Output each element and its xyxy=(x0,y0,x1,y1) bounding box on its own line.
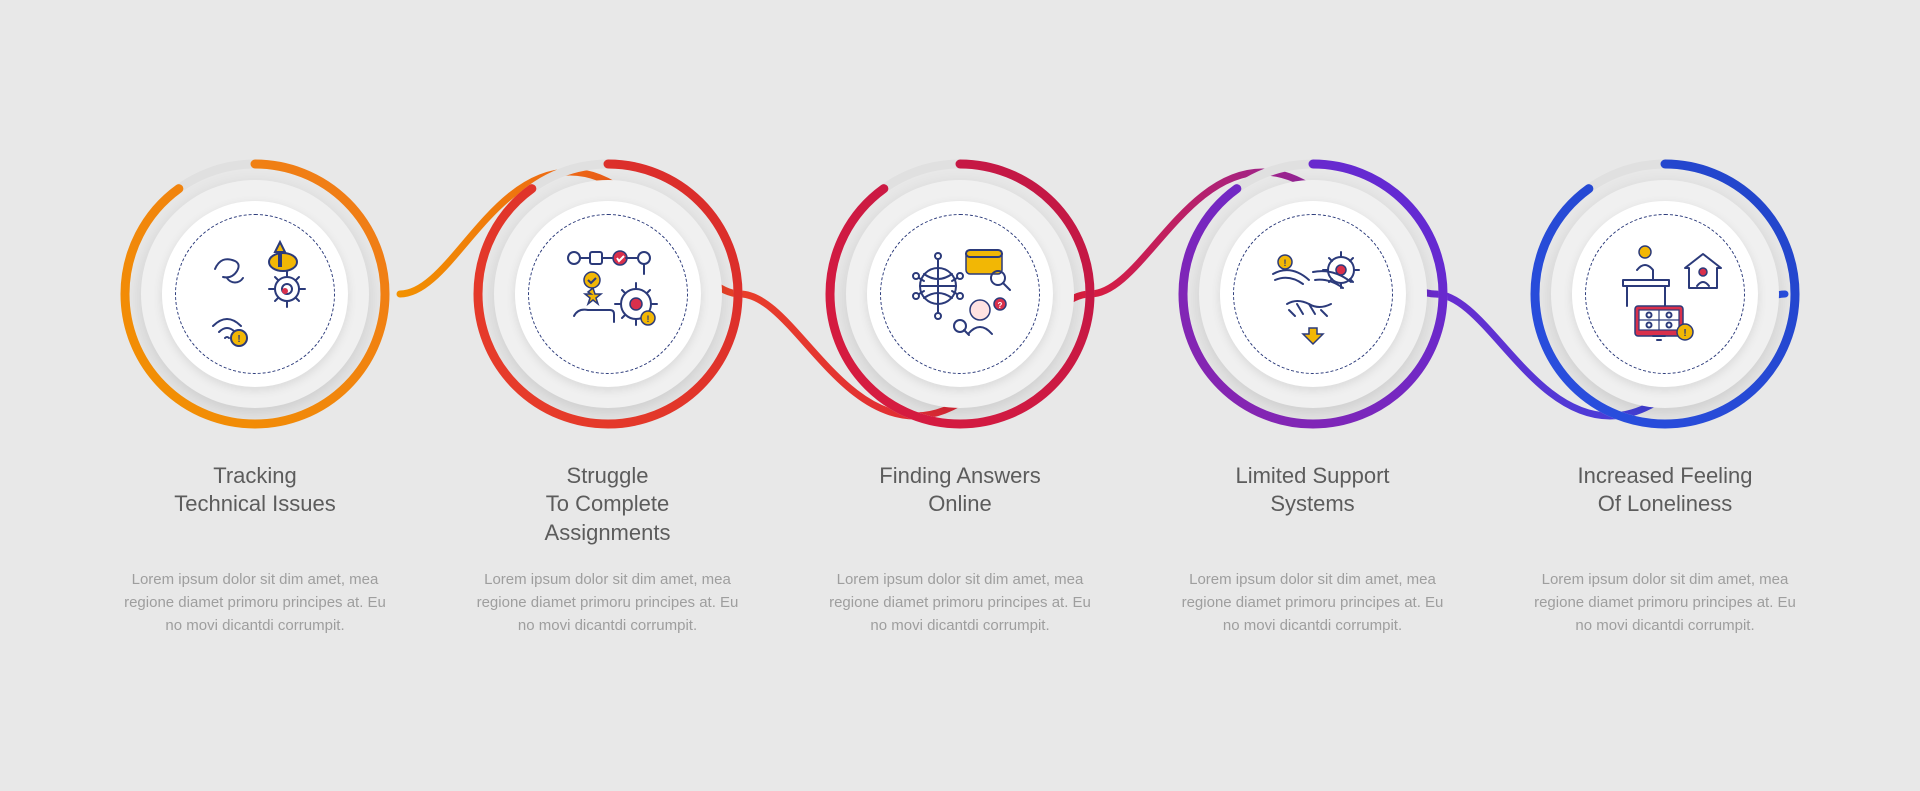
step-circle: ? xyxy=(820,154,1100,434)
step-5: ! Increased FeelingOf Loneliness Lorem i… xyxy=(1510,154,1820,638)
dashed-ring xyxy=(1233,214,1393,374)
step-title: Increased FeelingOf Loneliness xyxy=(1578,462,1753,552)
step-desc: Lorem ipsum dolor sit dim amet, mea regi… xyxy=(115,568,395,638)
disc-inner: ! xyxy=(1572,201,1758,387)
step-1: ! TrackingTechnical Issues Lorem ipsum d… xyxy=(100,154,410,638)
dashed-ring xyxy=(528,214,688,374)
step-circle: ! xyxy=(1525,154,1805,434)
disc-inner: ? xyxy=(867,201,1053,387)
step-4: ! Limited SupportSystems Lorem ipsum dol… xyxy=(1158,154,1468,638)
infographic-container: ! TrackingTechnical Issues Lorem ipsum d… xyxy=(100,134,1820,658)
steps-row: ! TrackingTechnical Issues Lorem ipsum d… xyxy=(100,154,1820,638)
disc-inner: ! xyxy=(515,201,701,387)
step-2: ! StruggleTo CompleteAssignments Lorem i… xyxy=(453,154,763,638)
step-circle: ! xyxy=(468,154,748,434)
step-circle: ! xyxy=(1173,154,1453,434)
dashed-ring xyxy=(1585,214,1745,374)
step-desc: Lorem ipsum dolor sit dim amet, mea regi… xyxy=(820,568,1100,638)
disc-inner: ! xyxy=(1220,201,1406,387)
step-title: TrackingTechnical Issues xyxy=(174,462,335,552)
step-title: Limited SupportSystems xyxy=(1235,462,1389,552)
step-circle: ! xyxy=(115,154,395,434)
disc-inner: ! xyxy=(162,201,348,387)
dashed-ring xyxy=(175,214,335,374)
step-desc: Lorem ipsum dolor sit dim amet, mea regi… xyxy=(1173,568,1453,638)
step-desc: Lorem ipsum dolor sit dim amet, mea regi… xyxy=(468,568,748,638)
step-title: Finding AnswersOnline xyxy=(879,462,1040,552)
step-desc: Lorem ipsum dolor sit dim amet, mea regi… xyxy=(1525,568,1805,638)
dashed-ring xyxy=(880,214,1040,374)
step-3: ? Finding AnswersOnline Lorem ipsum dolo… xyxy=(805,154,1115,638)
step-title: StruggleTo CompleteAssignments xyxy=(545,462,671,552)
